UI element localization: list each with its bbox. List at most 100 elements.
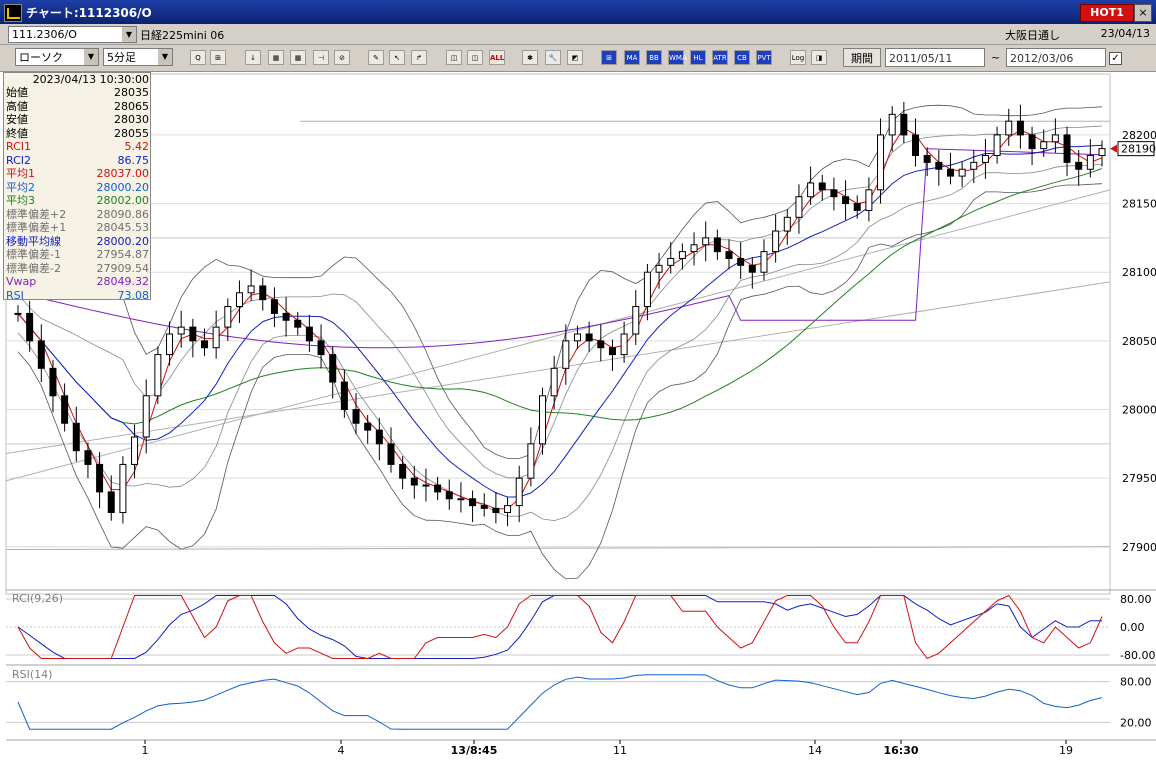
candle-body (1063, 134, 1071, 163)
candle-body (608, 347, 616, 356)
candle-body (923, 155, 931, 163)
candle-body (678, 251, 686, 259)
info-value: 28049.32 (96, 275, 150, 288)
chart-type-select[interactable]: ローソク ▼ (15, 48, 99, 66)
chevron-down-icon[interactable]: ▼ (84, 49, 98, 65)
candle-body (329, 354, 337, 383)
info-value: 28035 (114, 86, 149, 99)
chevron-down-icon[interactable]: ▼ (122, 27, 136, 42)
rci-title: RCI(9,26) (12, 592, 63, 605)
hot1-button[interactable]: HOT1 (1080, 4, 1134, 22)
toolbar-button-20[interactable]: HL (690, 50, 706, 65)
candle-body (212, 326, 220, 349)
toolbar-button-24[interactable]: Log (790, 50, 806, 65)
candle-body (539, 395, 547, 445)
toolbar-button-3[interactable]: ▦ (268, 50, 284, 65)
rci-pane[interactable]: 80.00 0.00 -80.00 RCI(9,26) (6, 589, 1156, 662)
chart-area[interactable]: 27900 27950 28000 28050 28100 28150 2820028190… (0, 72, 1156, 760)
toolbar-button-13[interactable]: ✱ (522, 50, 538, 65)
candle-body (643, 271, 651, 308)
toolbar-button-17[interactable]: MA (624, 50, 640, 65)
toolbar-button-7[interactable]: ✎ (368, 50, 384, 65)
info-datetime-row: 2023/04/13 10:30:00 (6, 73, 149, 86)
info-row: 平均2 28000.20 (6, 181, 149, 194)
info-label: 移動平均線 (6, 234, 61, 248)
current-date: 23/04/13 (1100, 27, 1150, 40)
info-value: 28002.00 (96, 194, 150, 207)
info-label: 始値 (6, 86, 28, 99)
date-from-input[interactable]: 2011/05/11 (885, 48, 985, 67)
info-value: 28000.20 (96, 180, 150, 194)
candle-body (492, 507, 500, 513)
toolbar-button-19[interactable]: WMA (668, 50, 687, 65)
candle-body (655, 264, 663, 273)
info-value: 28090.86 (96, 207, 150, 221)
close-button[interactable]: × (1134, 4, 1152, 22)
info-value: 86.75 (117, 153, 150, 167)
toolbar-button-11[interactable]: ◫ (467, 50, 483, 65)
candle-body (469, 498, 477, 507)
toolbar-button-16[interactable]: ⊞ (601, 50, 617, 65)
info-value: 27954.87 (96, 248, 150, 261)
period-checkbox[interactable]: ✓ (1109, 52, 1122, 65)
candle-body (154, 354, 162, 397)
toolbar-button-22[interactable]: CB (734, 50, 750, 65)
toolbar-button-14[interactable]: 🔧 (545, 50, 561, 65)
interval-select[interactable]: 5分足 ▼ (103, 48, 173, 66)
candle-body (480, 505, 488, 509)
info-row: RCI1 5.42 (6, 140, 149, 153)
instrument-bar: 111.2306/O ▼ 日経225mini 06 大阪日通し 23/04/13 (0, 24, 1156, 45)
candle-body (1040, 141, 1048, 150)
info-value: 5.42 (124, 140, 150, 153)
toolbar-button-9[interactable]: ↱ (411, 50, 427, 65)
info-row: 始値 28035 (6, 86, 149, 99)
candle-body (795, 196, 803, 218)
info-datetime: 2023/04/13 10:30:00 (32, 73, 149, 86)
toolbar-button-10[interactable]: ◫ (446, 50, 462, 65)
candle-body (282, 312, 290, 321)
candle-body (61, 395, 69, 424)
info-row: RCI2 86.75 (6, 154, 149, 167)
date-to-input[interactable]: 2012/03/06 (1006, 48, 1106, 67)
toolbar-button-0[interactable]: Q (190, 50, 206, 65)
candle-body (737, 257, 745, 266)
info-value: 28045.53 (96, 221, 150, 234)
chart-background (0, 72, 1156, 760)
toolbar-button-25[interactable]: ◨ (811, 50, 827, 65)
toolbar-button-2[interactable]: ↓ (245, 50, 261, 65)
toolbar-button-8[interactable]: ↖ (389, 50, 405, 65)
candle-body (387, 443, 395, 465)
toolbar-button-15[interactable]: ◩ (567, 50, 583, 65)
candle-body (853, 203, 861, 211)
info-label: 標準偏差+2 (6, 207, 67, 221)
candle-body (993, 134, 1001, 157)
time-tick-label: 19 (1059, 744, 1073, 757)
toolbar-button-4[interactable]: ▦ (290, 50, 306, 65)
current-price-label: 28190 (1121, 143, 1156, 156)
time-tick-label: 11 (613, 744, 627, 757)
toolbar-button-21[interactable]: ATR (712, 50, 728, 65)
period-button[interactable]: 期間 (843, 48, 881, 67)
rsi-pane[interactable]: 80.00 20.00 RSI(14) (6, 664, 1156, 730)
info-label: 標準偏差+1 (6, 221, 67, 234)
trendline (5, 281, 1111, 454)
candle-body (294, 319, 302, 328)
toolbar-button-6[interactable]: ⊘ (334, 50, 350, 65)
code-value: 111.2306/O (12, 28, 77, 41)
bollinger-lower1 (17, 164, 1103, 522)
chevron-down-icon[interactable]: ▼ (158, 49, 172, 65)
code-input[interactable]: 111.2306/O ▼ (8, 26, 137, 43)
bollinger-upper2 (17, 104, 1103, 459)
info-row: 標準偏差-2 27909.54 (6, 262, 149, 275)
toolbar-button-12[interactable]: ALL (489, 50, 505, 65)
toolbar-button-1[interactable]: ⊞ (210, 50, 226, 65)
toolbar-button-5[interactable]: ⊣ (313, 50, 329, 65)
window-title: チャート:1112306/O (26, 6, 152, 20)
candle-body (26, 312, 34, 342)
candle-body (107, 491, 115, 513)
rsi-tick-label: 80.00 (1120, 676, 1152, 689)
candle-body (84, 450, 92, 465)
toolbar-button-18[interactable]: BB (646, 50, 662, 65)
toolbar-button-23[interactable]: PVT (756, 50, 772, 65)
